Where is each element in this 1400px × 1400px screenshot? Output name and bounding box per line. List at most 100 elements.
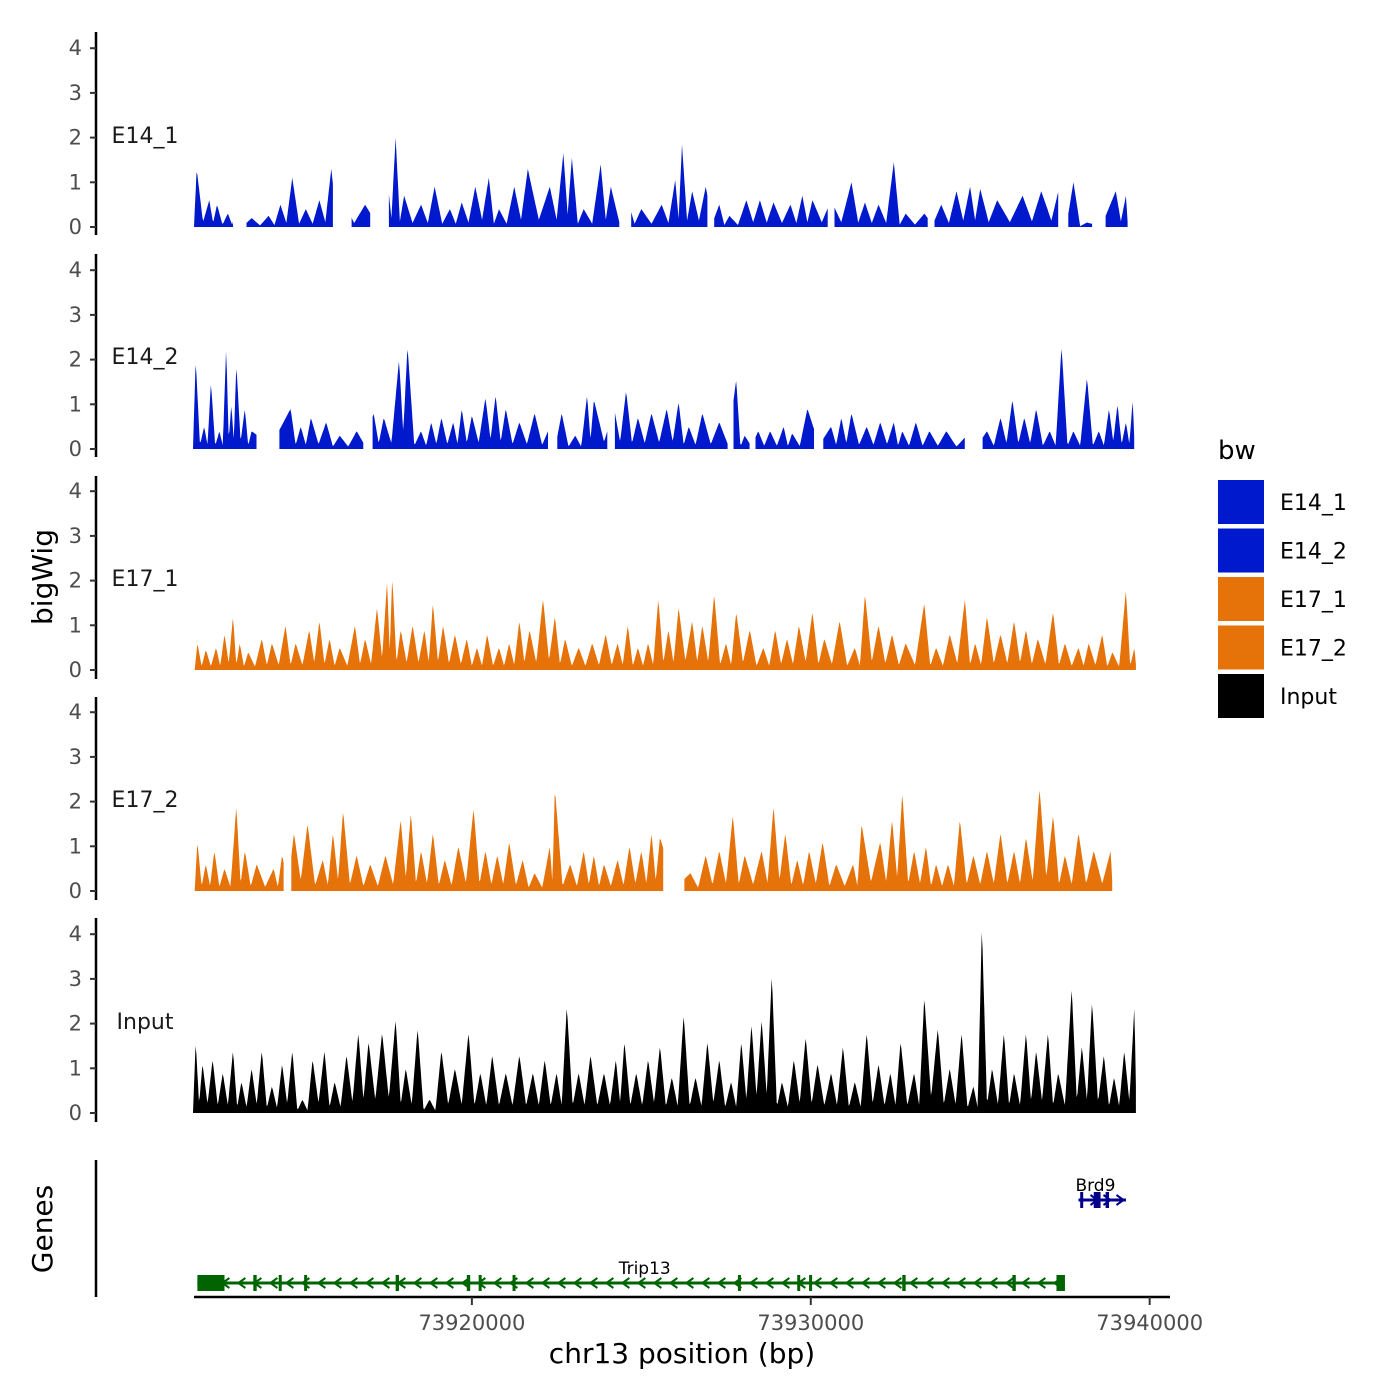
y-tick-label: 2 (69, 1012, 82, 1036)
y-tick-label: 2 (69, 126, 82, 150)
x-tick-label: 73940000 (1096, 1311, 1203, 1335)
y-tick-label: 0 (69, 658, 82, 682)
strand-arrow (652, 1277, 662, 1289)
strand-arrow (588, 1277, 598, 1289)
strand-arrow (828, 1277, 838, 1289)
coverage-area (193, 932, 1136, 1113)
coverage-area (194, 137, 1128, 227)
track-e17-2: 0 1 2 3 4 E17_2 (69, 697, 1113, 903)
strand-arrow (348, 1277, 358, 1289)
strand-arrow (1115, 1194, 1126, 1206)
exon (1080, 1192, 1084, 1208)
y-tick-label: 4 (69, 36, 82, 60)
track-e14-1: 0 1 2 3 4 E14_1 (69, 32, 1128, 239)
coverage-area (193, 349, 1135, 449)
strand-arrow (236, 1277, 246, 1289)
legend-swatch (1218, 625, 1264, 670)
x-tick-label: 73930000 (757, 1311, 864, 1335)
exon (1056, 1275, 1065, 1291)
strand-arrow (956, 1277, 966, 1289)
y-tick-label: 3 (69, 745, 82, 769)
y-tick-label: 1 (69, 834, 82, 858)
gene-brd9: Brd9 (1075, 1176, 1126, 1208)
strand-arrow (972, 1277, 982, 1289)
strand-arrow (668, 1277, 678, 1289)
strand-arrow (1036, 1277, 1046, 1289)
strand-arrow (764, 1277, 774, 1289)
genes-axis-title: Genes (26, 1185, 59, 1273)
exon (466, 1275, 471, 1291)
y-axis-title: bigWig (26, 529, 59, 625)
strand-arrow (636, 1277, 646, 1289)
x-ticks: 73920000 73930000 73940000 (418, 1297, 1203, 1335)
exon (737, 1275, 741, 1291)
strand-arrow (572, 1277, 582, 1289)
strand-arrow (716, 1277, 726, 1289)
exon (902, 1275, 906, 1291)
strand-arrow (524, 1277, 534, 1289)
strand-arrow (316, 1277, 326, 1289)
legend-swatch (1218, 528, 1264, 573)
y-tick-label: 3 (69, 81, 82, 105)
strand-arrow (780, 1277, 790, 1289)
y-tick-label: 0 (69, 215, 82, 239)
strand-arrow (988, 1277, 998, 1289)
y-tick-label: 2 (69, 348, 82, 372)
strand-arrow (476, 1277, 486, 1289)
y-ticks: 0 1 2 3 4 (69, 258, 96, 461)
coverage-area (194, 790, 1113, 891)
exon (1105, 1192, 1109, 1208)
strand-arrow (748, 1277, 758, 1289)
y-tick-label: 0 (69, 437, 82, 461)
legend-label: Input (1280, 685, 1337, 710)
exon (253, 1275, 257, 1291)
legend-swatch (1218, 480, 1264, 524)
strand-arrow (380, 1277, 390, 1289)
y-ticks: 0 1 2 3 4 (69, 36, 96, 239)
legend-swatch (1218, 577, 1264, 621)
y-tick-label: 0 (69, 879, 82, 903)
strand-arrow (412, 1277, 422, 1289)
y-tick-label: 3 (69, 967, 82, 991)
y-tick-label: 1 (69, 613, 82, 637)
track-e14-2: 0 1 2 3 4 E14_2 (69, 254, 1135, 461)
gene-label: Trip13 (618, 1259, 671, 1279)
exon (197, 1275, 225, 1291)
track-label: E14_1 (112, 124, 179, 149)
y-tick-label: 3 (69, 524, 82, 548)
y-tick-label: 4 (69, 700, 82, 724)
strand-arrow (364, 1277, 374, 1289)
y-tick-label: 0 (69, 1101, 82, 1125)
exon (1012, 1275, 1016, 1291)
strand-arrow (892, 1277, 902, 1289)
strand-arrow (268, 1277, 278, 1289)
strand-arrow (844, 1277, 854, 1289)
legend-title: bw (1218, 436, 1256, 466)
track-label: Input (117, 1010, 174, 1035)
legend-items: E14_1 E14_2 E17_1 E17_2 Input (1218, 480, 1347, 718)
legend-label: E17_2 (1280, 637, 1347, 662)
strand-arrow (332, 1277, 342, 1289)
y-tick-label: 4 (69, 922, 82, 946)
legend: bw E14_1 E14_2 E17_1 E17_2 Input (1218, 436, 1347, 718)
strand-arrow (604, 1277, 614, 1289)
strand-arrow (492, 1277, 502, 1289)
track-label: E17_1 (112, 567, 179, 592)
strand-arrow (1004, 1277, 1014, 1289)
y-tick-label: 3 (69, 303, 82, 327)
strand-arrow (444, 1277, 454, 1289)
y-ticks: 0 1 2 3 4 (69, 479, 96, 682)
strand-arrow (1020, 1277, 1030, 1289)
exon (304, 1275, 308, 1291)
strand-arrow (908, 1277, 918, 1289)
y-tick-label: 4 (69, 479, 82, 503)
x-axis-title: chr13 position (bp) (549, 1337, 815, 1370)
legend-label: E14_1 (1280, 491, 1347, 516)
strand-arrow (940, 1277, 950, 1289)
y-tick-label: 1 (69, 170, 82, 194)
strand-arrow (684, 1277, 694, 1289)
legend-label: E14_2 (1280, 540, 1347, 565)
exon (278, 1275, 282, 1291)
x-axis: 73920000 73930000 73940000 chr13 position … (194, 1295, 1203, 1370)
